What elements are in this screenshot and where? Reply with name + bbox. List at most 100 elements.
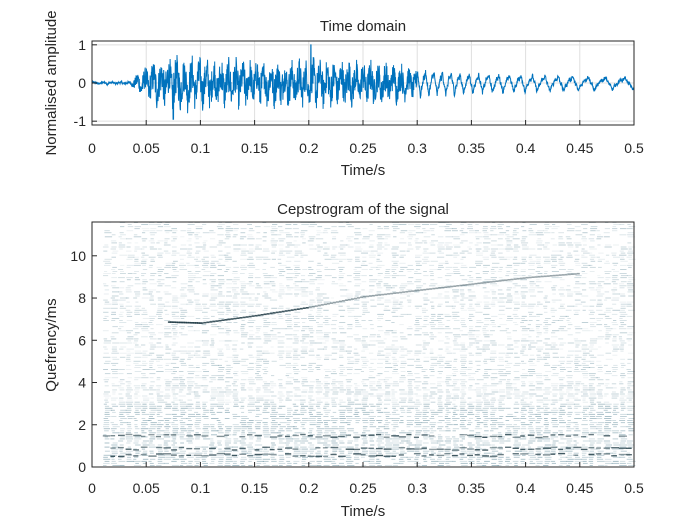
cepstrum-cell (315, 277, 322, 279)
cepstrum-cell (421, 224, 429, 225)
cepstrum-cell (567, 393, 574, 395)
cepstrum-cell (210, 238, 216, 240)
cepstrum-cell (157, 364, 163, 366)
cepstrum-cell (527, 442, 533, 444)
cepstrum-cell (507, 338, 512, 340)
cepstrum-cell (536, 373, 542, 375)
cepstrum-cell (406, 350, 413, 352)
cepstrum-cell (598, 330, 602, 332)
cepstrum-cell (521, 295, 527, 297)
cepstrum-cell (604, 291, 610, 293)
cepstrum-cell (400, 230, 408, 232)
cepstrum-cell (325, 391, 330, 393)
cepstrum-cell (521, 407, 526, 409)
cepstrum-cell (444, 416, 449, 417)
cepstrum-cell (567, 228, 575, 230)
cepstrum-cell (582, 240, 587, 242)
cepstrum-cell (202, 295, 209, 297)
cepstrum-cell (173, 332, 178, 334)
cepstrum-cell (590, 226, 598, 228)
cepstrum-cell (171, 246, 177, 248)
cepstrum-cell (134, 350, 141, 352)
cepstrum-cell (316, 358, 321, 360)
cepstrum-cell (103, 342, 111, 344)
cepstrum-cell (210, 303, 216, 305)
cepstrum-cell (300, 413, 305, 415)
cepstrum-cell (210, 293, 218, 295)
cepstrum-cell (475, 405, 482, 407)
cepstrum-cell (528, 373, 536, 375)
cepstrum-cell (218, 281, 226, 283)
cepstrum-cell (514, 246, 521, 248)
cepstrum-cell (134, 291, 141, 293)
cepstrum-cell (224, 340, 232, 342)
cepstrum-cell (399, 346, 404, 348)
cepstrum-cell (392, 371, 398, 372)
cepstrum-cell (415, 315, 422, 317)
cepstrum-cell (286, 407, 292, 409)
cepstrum-cell (559, 387, 564, 389)
cepstrum-cell (492, 422, 499, 424)
cepstrum-cell (172, 232, 177, 234)
cepstrum-cell (149, 364, 153, 366)
cepstrum-cell (537, 303, 543, 305)
cepstrum-cell (392, 301, 399, 303)
cepstrum-cell (575, 391, 583, 393)
cepstrum-cell (225, 266, 232, 268)
cepstrum-cell (140, 401, 149, 403)
cepstrum-cell (302, 269, 308, 270)
cepstrum-cell (141, 448, 146, 450)
cepstrum-cell (558, 411, 566, 413)
cepstrum-cell (239, 422, 247, 424)
cepstrum-cell (552, 424, 559, 426)
cepstrum-cell (459, 344, 465, 346)
cepstrum-cell (490, 244, 498, 246)
cepstrum-cell (211, 418, 219, 419)
cepstrum-cell (156, 391, 164, 393)
cepstrum-cell (385, 446, 392, 448)
cepstrum-cell (376, 291, 382, 293)
cepstrum-cell (316, 369, 321, 370)
cepstrum-cell (484, 238, 491, 240)
cepstrum-cell (286, 324, 293, 326)
cepstrum-cell (431, 307, 435, 309)
cepstrum-cell (507, 413, 513, 415)
cepstrum-cell (354, 228, 361, 230)
cepstrum-cell (483, 424, 488, 426)
cepstrum-cell (580, 383, 585, 385)
cepstrum-cell (430, 364, 438, 366)
cepstrum-cell (193, 391, 199, 393)
cepstrum-cell (203, 262, 210, 264)
cepstrum-cell (453, 334, 461, 336)
cepstrum-cell (346, 238, 351, 240)
cepstrum-cell (148, 256, 156, 258)
cepstrum-cell (165, 393, 170, 395)
cepstrum-cell (490, 320, 495, 321)
cepstrum-cell (528, 344, 532, 346)
cepstrum-cell (217, 403, 224, 405)
cepstrum-cell (187, 315, 195, 317)
cepstrum-cell (255, 256, 263, 258)
cepstrum-cell (232, 297, 238, 299)
cepstrum-cell (255, 238, 262, 240)
cepstrum-cell (369, 369, 377, 370)
cepstrum-cell (104, 232, 112, 234)
cepstrum-cell (589, 283, 597, 285)
cepstrum-cell (120, 422, 128, 424)
cepstrum-cell (385, 358, 390, 360)
cepstrum-cell (278, 442, 286, 444)
cepstrum-cell (164, 358, 172, 360)
cepstrum-cell (118, 373, 124, 375)
cepstrum-cell (248, 281, 253, 283)
cepstrum-cell (422, 326, 427, 328)
cepstrum-cell (112, 391, 116, 393)
cepstrum-cell (498, 252, 503, 254)
cepstrum-cell (619, 332, 628, 334)
cepstrum-cell (104, 340, 112, 342)
cepstrum-cell (354, 318, 358, 319)
cepstrum-cell (604, 373, 612, 375)
cepstrum-cell (581, 371, 588, 372)
cepstrum-cell (604, 273, 610, 274)
cepstrum-cell (437, 293, 443, 295)
cepstrum-cell (103, 307, 111, 309)
